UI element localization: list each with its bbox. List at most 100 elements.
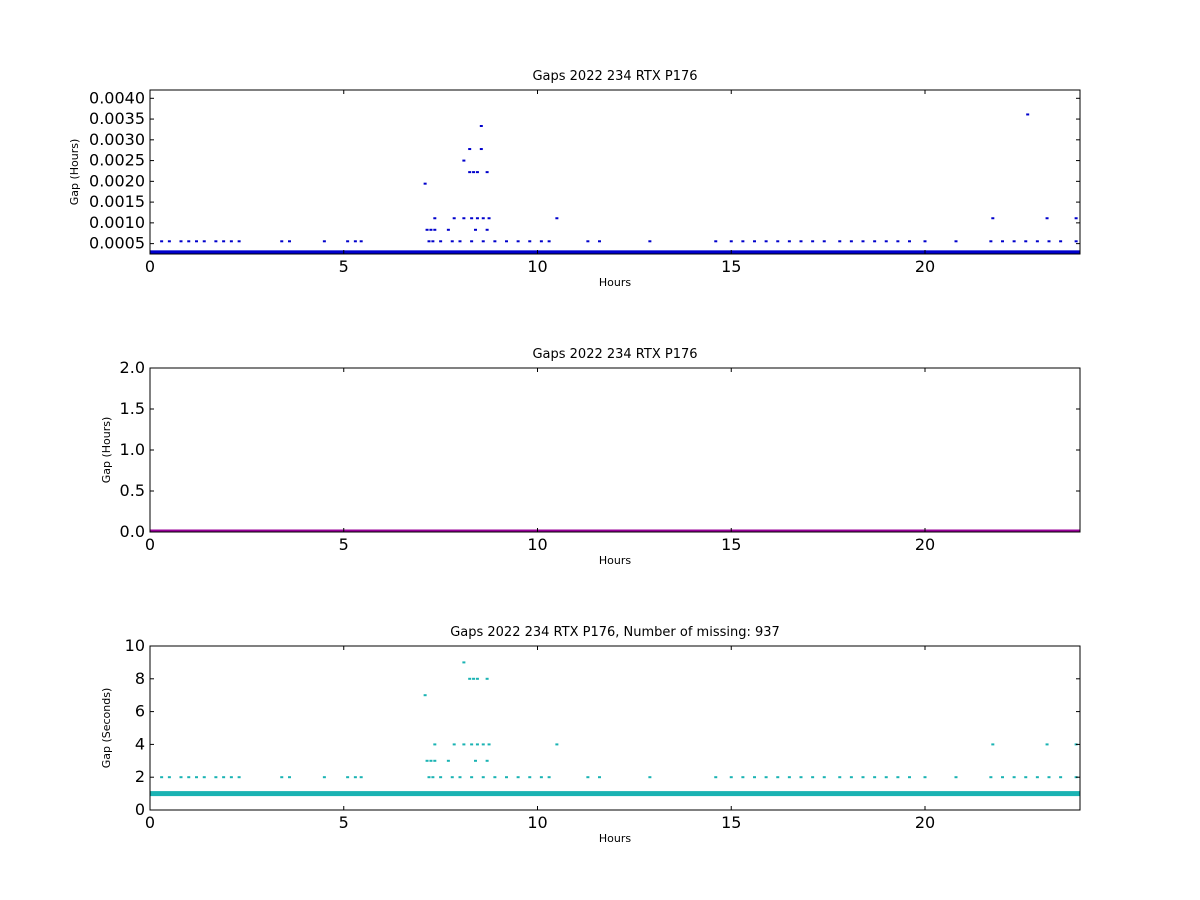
data-point bbox=[528, 240, 532, 243]
data-point bbox=[861, 776, 865, 779]
data-point bbox=[493, 240, 497, 243]
chart-title: Gaps 2022 234 RTX P176, Number of missin… bbox=[450, 625, 780, 640]
data-point bbox=[222, 240, 226, 243]
y-tick-label: 1.0 bbox=[120, 440, 145, 459]
data-point bbox=[822, 776, 826, 779]
data-point bbox=[429, 759, 433, 762]
data-point bbox=[485, 677, 489, 680]
data-point bbox=[547, 776, 551, 779]
data-point bbox=[714, 776, 718, 779]
data-point bbox=[446, 759, 450, 762]
y-tick-label: 0.0025 bbox=[89, 151, 145, 170]
charts-container: 0 5 10 15 200.00050.00100.00150.00200.00250.… bbox=[68, 69, 1081, 845]
data-point bbox=[481, 776, 485, 779]
data-point bbox=[474, 228, 477, 231]
data-point bbox=[446, 228, 450, 231]
data-point bbox=[433, 228, 437, 231]
y-tick-label: 0.0035 bbox=[89, 109, 145, 128]
data-point bbox=[322, 240, 326, 243]
y-axis-label: Gap (Seconds) bbox=[100, 688, 113, 769]
data-point bbox=[353, 240, 357, 243]
data-point bbox=[470, 776, 474, 779]
data-point bbox=[470, 240, 474, 243]
y-tick-label: 0.0030 bbox=[89, 130, 145, 149]
data-point bbox=[1074, 217, 1078, 220]
x-tick-label: 0 bbox=[145, 257, 155, 276]
data-point bbox=[423, 182, 427, 185]
data-point bbox=[493, 776, 497, 779]
x-tick-label: 20 bbox=[915, 535, 935, 554]
data-point bbox=[439, 240, 443, 243]
data-point bbox=[179, 776, 183, 779]
data-point bbox=[505, 240, 508, 243]
data-point bbox=[1047, 240, 1051, 243]
data-point bbox=[481, 240, 485, 243]
data-point bbox=[787, 776, 791, 779]
data-point bbox=[431, 776, 435, 779]
data-point bbox=[481, 743, 485, 746]
data-point bbox=[991, 217, 995, 220]
data-point bbox=[849, 240, 853, 243]
data-point bbox=[884, 776, 888, 779]
data-point bbox=[547, 240, 551, 243]
data-point bbox=[462, 217, 466, 220]
data-point bbox=[764, 240, 768, 243]
baseline-band bbox=[150, 791, 1080, 797]
data-point bbox=[427, 240, 431, 243]
data-point bbox=[425, 759, 429, 762]
data-point bbox=[179, 240, 183, 243]
chart-title: Gaps 2022 234 RTX P176 bbox=[532, 347, 697, 362]
data-point bbox=[838, 240, 842, 243]
data-point bbox=[799, 776, 803, 779]
data-point bbox=[896, 776, 900, 779]
data-point bbox=[472, 171, 476, 174]
x-tick-label: 0 bbox=[145, 813, 155, 832]
x-tick-label: 10 bbox=[527, 813, 547, 832]
plot-frame bbox=[149, 645, 1081, 811]
data-point bbox=[487, 217, 491, 220]
data-point bbox=[1035, 240, 1039, 243]
y-tick-label: 10 bbox=[125, 636, 145, 655]
data-point bbox=[485, 759, 489, 762]
y-tick-label: 2.0 bbox=[120, 358, 145, 377]
data-point bbox=[923, 240, 927, 243]
data-point bbox=[433, 743, 437, 746]
y-tick-label: 0.0015 bbox=[89, 192, 145, 211]
data-point bbox=[439, 776, 443, 779]
data-point bbox=[811, 776, 815, 779]
data-point bbox=[799, 240, 803, 243]
data-point bbox=[555, 217, 559, 220]
data-point bbox=[458, 240, 462, 243]
chart-panel-3: 0 5 10 15 20 0 2 4 6 8 10 Gaps 2022 234 RTX P176, N… bbox=[100, 625, 1081, 845]
data-point bbox=[1024, 240, 1028, 243]
data-point bbox=[485, 171, 489, 174]
data-point bbox=[1059, 240, 1063, 243]
y-tick-label: 0.0005 bbox=[89, 234, 145, 253]
series-1 bbox=[160, 113, 1078, 243]
data-point bbox=[288, 776, 291, 779]
data-point bbox=[555, 743, 559, 746]
data-point bbox=[214, 776, 218, 779]
data-point bbox=[954, 776, 958, 779]
data-point bbox=[648, 240, 652, 243]
data-point bbox=[425, 228, 429, 231]
data-point bbox=[1001, 240, 1004, 243]
data-point bbox=[539, 240, 543, 243]
data-point bbox=[787, 240, 791, 243]
baseline-band bbox=[150, 250, 1080, 254]
data-point bbox=[1012, 776, 1016, 779]
x-axis-label: Hours bbox=[599, 276, 631, 289]
data-point bbox=[1035, 776, 1039, 779]
x-tick-label: 5 bbox=[339, 535, 349, 554]
data-point bbox=[485, 228, 489, 231]
data-point bbox=[214, 240, 218, 243]
data-point bbox=[450, 776, 454, 779]
data-point bbox=[1059, 776, 1063, 779]
y-tick-label: 1.5 bbox=[120, 399, 145, 418]
data-point bbox=[1045, 743, 1049, 746]
y-tick-label: 2 bbox=[135, 767, 145, 786]
data-point bbox=[1047, 776, 1051, 779]
data-point bbox=[954, 240, 958, 243]
data-point bbox=[908, 240, 911, 243]
